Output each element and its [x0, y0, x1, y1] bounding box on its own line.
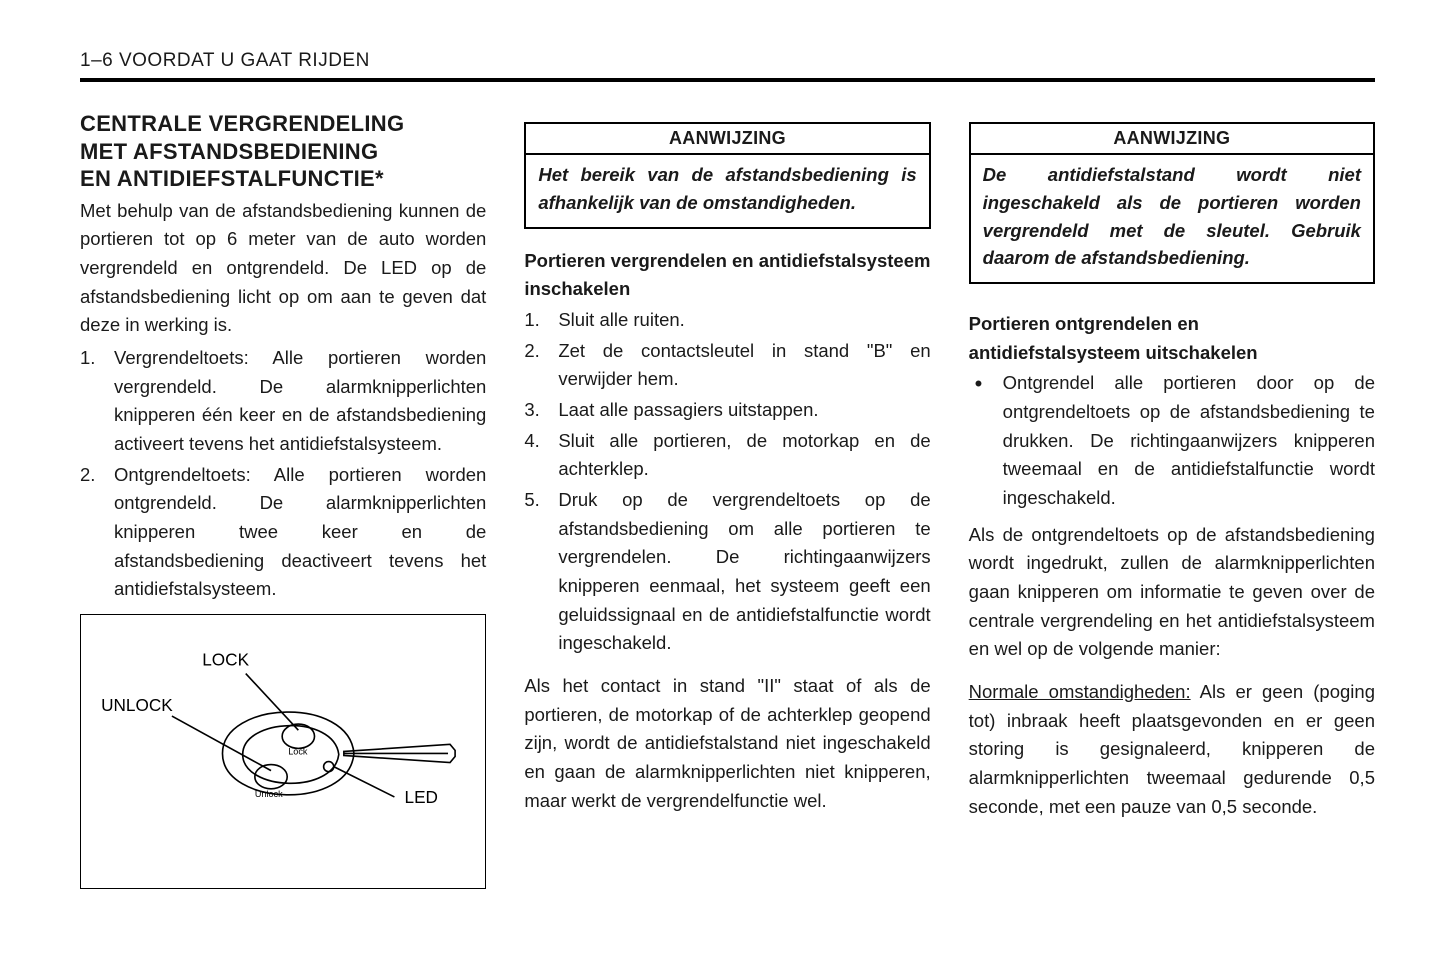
list-item: Vergrendeltoets: Alle portieren worden v…	[80, 344, 486, 459]
list-item: Zet de contactsleutel in stand "B" en ve…	[524, 337, 930, 394]
key-buttons-list: Vergrendeltoets: Alle portieren worden v…	[80, 344, 486, 604]
list-item: Ontgrendeltoets: Alle portieren worden o…	[80, 461, 486, 604]
unlocking-bullets: Ontgrendel alle portieren door op de ont…	[969, 369, 1375, 512]
notice-box: AANWIJZING De antidiefstalstand wordt ni…	[969, 122, 1375, 284]
subheading-locking: Portieren vergrendelen en antidiefstalsy…	[524, 247, 930, 304]
unlocking-paragraph: Als de ontgrendeltoets op de afstandsbed…	[969, 521, 1375, 664]
list-item: Laat alle passagiers uitstappen.	[524, 396, 930, 425]
notice-body: Het bereik van de afstandsbediening is a…	[526, 155, 928, 227]
section-title: CENTRALE VERGRENDELING MET AFSTANDSBEDIE…	[80, 110, 486, 193]
notice-title: AANWIJZING	[971, 124, 1373, 155]
column-3: AANWIJZING De antidiefstalstand wordt ni…	[969, 110, 1375, 889]
title-line-2: MET AFSTANDSBEDIENING	[80, 139, 378, 164]
intro-paragraph: Met behulp van de afstandsbediening kunn…	[80, 197, 486, 340]
list-item: Ontgrendel alle portieren door op de ont…	[969, 369, 1375, 512]
notice-box: AANWIJZING Het bereik van de afstandsbed…	[524, 122, 930, 229]
running-header: 1–6 VOORDAT U GAAT RIJDEN	[80, 50, 1375, 72]
fig-label-lock: LOCK	[202, 649, 249, 669]
fig-label-unlock: UNLOCK	[101, 695, 173, 715]
fig-label-led: LED	[405, 787, 438, 807]
page: 1–6 VOORDAT U GAAT RIJDEN CENTRALE VERGR…	[0, 0, 1445, 975]
notice-body: De antidiefstalstand wordt niet ingescha…	[971, 155, 1373, 282]
columns: CENTRALE VERGRENDELING MET AFSTANDSBEDIE…	[80, 110, 1375, 889]
fig-small-lock: Lock	[288, 746, 308, 756]
normal-label: Normale omstandigheden:	[969, 681, 1191, 702]
list-item: Sluit alle portieren, de motorkap en de …	[524, 427, 930, 484]
normal-conditions: Normale omstandigheden: Als er geen (pog…	[969, 678, 1375, 821]
title-line-3: EN ANTIDIEFSTALFUNCTIE*	[80, 166, 384, 191]
title-line-1: CENTRALE VERGRENDELING	[80, 111, 404, 136]
subheading-unlocking: Portieren ontgrendelen en antidiefstalsy…	[969, 310, 1375, 367]
fig-small-unlock: Unlock	[255, 789, 283, 799]
header-rule	[80, 78, 1375, 82]
column-1: CENTRALE VERGRENDELING MET AFSTANDSBEDIE…	[80, 110, 486, 889]
key-illustration: LOCK UNLOCK LED Lock Unlock	[80, 614, 486, 889]
locking-note: Als het contact in stand "II" staat of a…	[524, 672, 930, 815]
locking-steps: Sluit alle ruiten. Zet de contactsleutel…	[524, 306, 930, 658]
key-svg: LOCK UNLOCK LED Lock Unlock	[91, 625, 475, 878]
column-2: AANWIJZING Het bereik van de afstandsbed…	[524, 110, 930, 889]
notice-title: AANWIJZING	[526, 124, 928, 155]
list-item: Sluit alle ruiten.	[524, 306, 930, 335]
list-item: Druk op de vergrendeltoets op de afstand…	[524, 486, 930, 658]
